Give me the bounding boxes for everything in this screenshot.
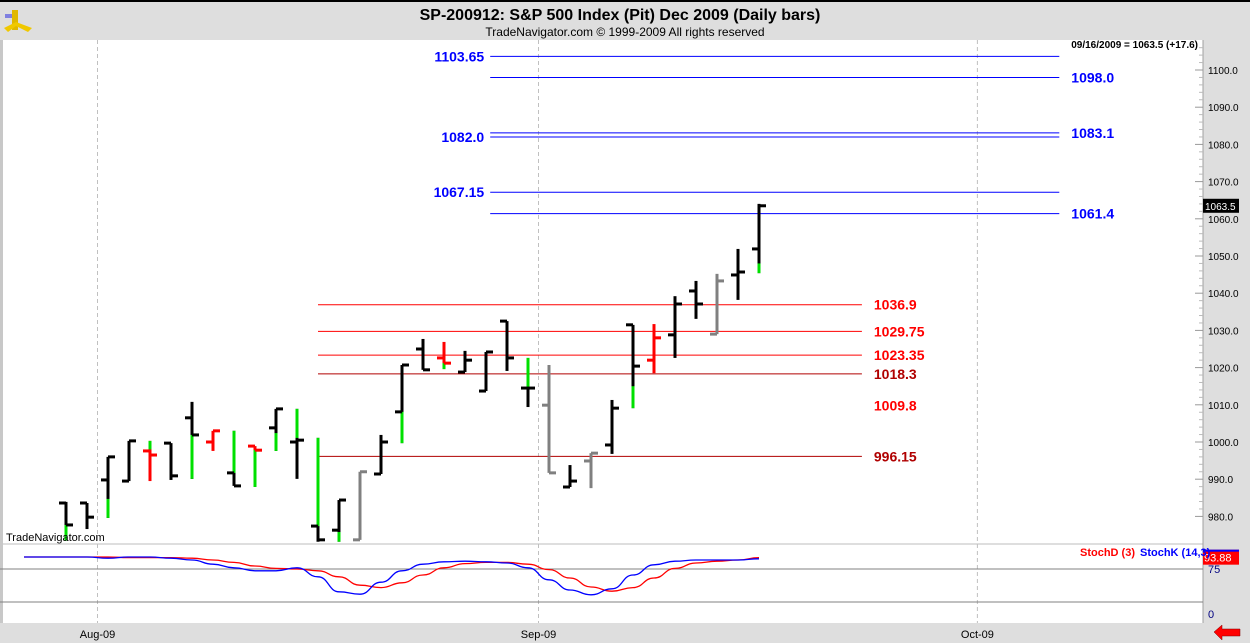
level-label: 996.15 [874, 448, 917, 464]
ohlc-bar [164, 441, 178, 480]
ohlc-bar [710, 273, 724, 336]
ohlc-bar [332, 498, 346, 542]
ohlc-bar [227, 430, 241, 488]
y-tick-label: 980.0 [1208, 512, 1233, 523]
ohlc-bar [185, 401, 199, 479]
ohlc-bar [668, 296, 682, 358]
ohlc-bar [500, 319, 514, 371]
legend-stochd: StochD (3) [1080, 547, 1135, 559]
stoch-panel [0, 545, 1203, 623]
ohlc-bar [206, 429, 220, 451]
scroll-left-arrow-icon[interactable] [1213, 624, 1241, 641]
y-tick-label: 990.0 [1208, 475, 1233, 486]
stoch-value-label: 93.88 [1204, 553, 1232, 565]
level-label: 1018.3 [874, 366, 917, 382]
ohlc-bar [647, 324, 661, 374]
y-tick-label: 1080.0 [1208, 140, 1239, 151]
last-price-label: 1063.5 [1205, 202, 1236, 213]
ohlc-bar [122, 439, 136, 483]
level-label: 1029.75 [874, 323, 925, 339]
y-tick-label: 1100.0 [1208, 66, 1238, 77]
legend-stochk: StochK (14,3) [1140, 547, 1211, 559]
ohlc-bar [689, 280, 703, 319]
ohlc-bar [395, 363, 409, 444]
ohlc-bar [353, 470, 367, 542]
ohlc-bar [605, 399, 619, 454]
y-tick-label: 1060.0 [1208, 215, 1239, 226]
ohlc-bar [752, 203, 766, 274]
level-label: 1009.8 [874, 398, 917, 414]
level-label: 1023.35 [874, 347, 925, 363]
ohlc-bar [311, 437, 325, 542]
logo-sextant-icon [4, 10, 32, 32]
level-label: 1036.9 [874, 297, 917, 313]
ohlc-bar [563, 465, 577, 489]
level-label: 1061.4 [1071, 206, 1114, 222]
ohlc-bar [626, 323, 640, 409]
y-tick-label: 1020.0 [1208, 364, 1239, 375]
stoch-tick-label: 0 [1208, 609, 1214, 621]
ohlc-bar [521, 357, 535, 408]
ohlc-bar [248, 444, 262, 488]
stoch-tick-label: 75 [1208, 564, 1220, 576]
date-tick-label: Oct-09 [961, 629, 994, 641]
level-label: 1098.0 [1071, 69, 1114, 85]
ohlc-bar [731, 248, 745, 300]
ohlc-bar [269, 407, 283, 451]
price-panel [0, 40, 1203, 543]
date-tick-label: Sep-09 [521, 629, 556, 641]
level-label: 1067.15 [434, 184, 485, 200]
level-label: 1083.1 [1071, 125, 1114, 141]
watermark-text: TradeNavigator.com [6, 532, 105, 544]
ohlc-bar [101, 455, 115, 518]
y-tick-label: 1040.0 [1208, 289, 1239, 300]
ohlc-bar [80, 501, 94, 530]
ohlc-bar [542, 364, 556, 475]
ohlc-bar [479, 350, 493, 393]
ohlc-bar [437, 341, 451, 370]
ohlc-bar [59, 501, 73, 541]
copyright-text: TradeNavigator.com © 1999-2009 All right… [485, 25, 764, 39]
ohlc-bar [290, 408, 304, 479]
chart-title: SP-200912: S&P 500 Index (Pit) Dec 2009 … [420, 7, 821, 24]
y-tick-label: 1030.0 [1208, 326, 1239, 337]
stoch-line-stochk [24, 556, 760, 596]
y-tick-label: 1010.0 [1208, 401, 1239, 412]
y-tick-label: 1050.0 [1208, 252, 1239, 263]
date-tick-label: Aug-09 [80, 629, 115, 641]
y-tick-label: 1000.0 [1208, 438, 1239, 449]
level-label: 1082.0 [441, 129, 484, 145]
ohlc-bar [374, 434, 388, 476]
stoch-value-badge [1203, 549, 1239, 565]
last-quote-text: 09/16/2009 = 1063.5 (+17.6) [1071, 40, 1198, 51]
ohlc-bar [143, 440, 157, 482]
stoch-value-badge-top [1203, 549, 1239, 552]
ohlc-bar [584, 451, 598, 489]
level-label: 1103.65 [434, 48, 484, 64]
y-tick-label: 1090.0 [1208, 103, 1239, 114]
y-tick-label: 1070.0 [1208, 178, 1239, 189]
ohlc-bar [416, 338, 430, 372]
ohlc-bar [458, 350, 472, 374]
last-price-badge [1203, 198, 1239, 213]
